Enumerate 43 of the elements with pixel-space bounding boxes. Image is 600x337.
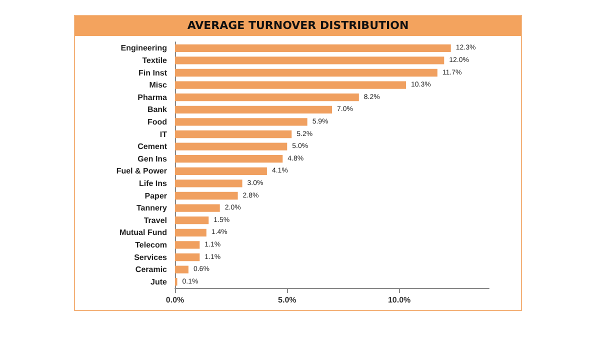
y-tick-label: Engineering xyxy=(120,44,168,53)
bar xyxy=(175,266,188,274)
bar xyxy=(175,94,359,102)
y-tick-label: Paper xyxy=(144,191,167,200)
y-tick-label: IT xyxy=(160,130,168,139)
bar xyxy=(175,68,438,77)
bar xyxy=(175,56,444,64)
bar xyxy=(175,106,332,114)
y-tick-label: Cement xyxy=(138,142,168,152)
bar xyxy=(175,44,451,52)
bar xyxy=(175,180,242,188)
bar xyxy=(175,142,288,150)
y-tick-label: Textile xyxy=(142,56,168,65)
bar xyxy=(175,216,209,224)
y-tick-label: Life Ins xyxy=(138,178,168,188)
y-tick-label: Jute xyxy=(150,277,168,286)
x-tick-label: 5.0% xyxy=(278,296,296,304)
y-tick-label: Fin Inst xyxy=(138,68,168,78)
bar xyxy=(175,81,406,89)
y-tick-label: Gen Ins xyxy=(138,154,168,164)
bar xyxy=(175,130,292,138)
y-tick-label: Pharma xyxy=(138,92,168,102)
y-tick-label: Tannery xyxy=(136,204,168,213)
bar xyxy=(175,118,308,126)
y-tick-label: Mutual Fund xyxy=(119,228,168,238)
bar xyxy=(175,253,200,262)
y-tick-label: Travel xyxy=(144,216,167,225)
bar xyxy=(175,204,220,212)
bar xyxy=(175,192,238,200)
y-tick-label: Ceramic xyxy=(135,265,168,274)
bar xyxy=(175,228,206,236)
bar xyxy=(175,155,283,163)
y-tick-label: Fuel & Power xyxy=(116,166,167,176)
bar xyxy=(175,167,267,175)
y-tick-label: Services xyxy=(134,252,168,262)
chart-title: AVERAGE TURNOVER DISTRIBUTION xyxy=(75,16,521,36)
y-tick-label: Telecom xyxy=(135,240,167,250)
bar xyxy=(175,241,200,249)
y-tick-label: Food xyxy=(147,117,168,126)
y-tick-label: Misc xyxy=(149,80,168,90)
x-tick-label: 10.0% xyxy=(388,296,411,304)
x-tick-label: 0.0% xyxy=(166,296,184,304)
y-tick-label: Bank xyxy=(147,105,168,114)
